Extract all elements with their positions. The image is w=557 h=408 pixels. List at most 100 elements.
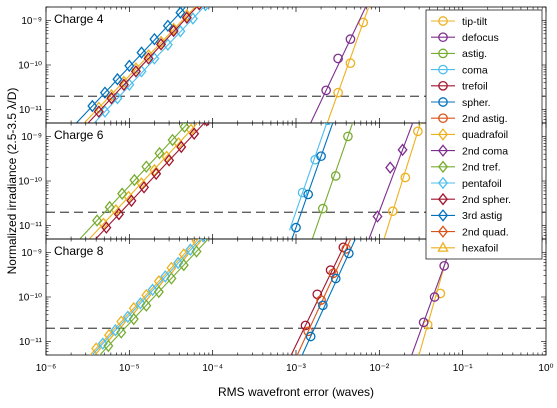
data-point-2nd-spher- — [181, 11, 192, 25]
data-point-quadrafoil — [149, 163, 160, 177]
legend-marker — [437, 160, 449, 174]
data-point-quadrafoil — [199, 111, 207, 122]
series-line-tip-tilt — [383, 123, 422, 239]
data-point-2nd-spher- — [118, 78, 129, 92]
legend-label: tip-tilt — [462, 16, 487, 28]
legend-entry: 2nd astig. — [431, 113, 508, 125]
legend-entry: 3rd astig — [431, 209, 502, 222]
data-point-coma — [297, 187, 308, 198]
series-line-defocus — [310, 7, 367, 123]
panel-data — [75, 7, 370, 123]
data-point-2nd-coma — [397, 143, 408, 157]
data-point-spher- — [316, 151, 326, 162]
x-tick-label: 10⁰ — [538, 363, 553, 374]
legend-entry: spher. — [431, 97, 491, 109]
series-line-2nd-tref- — [79, 123, 189, 239]
data-point-spher- — [318, 300, 328, 311]
legend-label: 2nd tref. — [462, 162, 501, 174]
legend-entry: quadrafoil — [431, 128, 508, 141]
data-point-3rd-astig — [124, 59, 135, 73]
axes-text: 10⁻⁹ 10⁻¹⁰ 10⁻¹¹ Charge 4 10⁻⁹ 10⁻¹⁰ 10⁻¹¹ Char… — [5, 12, 554, 399]
legend-label: coma — [462, 64, 488, 76]
data-point-3rd-astig — [162, 19, 173, 33]
data-point-2nd-tref- — [103, 339, 114, 353]
data-point-2nd-spher- — [93, 105, 104, 118]
legend-marker — [438, 16, 448, 26]
legend-label: 2nd quad. — [462, 226, 509, 238]
data-point-2nd-tref- — [116, 326, 127, 339]
data-point-spher- — [343, 248, 354, 259]
data-point-quadrafoil — [205, 222, 213, 233]
series-line-trefoil — [290, 239, 349, 355]
legend-marker — [437, 209, 449, 222]
data-point-2nd-tref- — [193, 108, 201, 119]
legend-entry: 2nd quad. — [431, 225, 509, 238]
data-point-2nd-tref- — [179, 123, 190, 134]
data-point-defocus — [439, 260, 450, 271]
data-point-3rd-astig — [87, 99, 98, 113]
legend-marker — [438, 48, 448, 59]
y-tick-label: 10⁻¹⁰ — [18, 177, 42, 188]
legend-entry: 2nd tref. — [431, 160, 501, 174]
data-point-2nd-spher- — [155, 38, 167, 51]
data-point-defocus — [321, 85, 331, 96]
data-point-2nd-spher- — [130, 65, 141, 78]
data-point-spher- — [291, 222, 301, 233]
data-point-tip-tilt — [413, 126, 423, 137]
y-tick-label: 10⁻¹¹ — [19, 221, 43, 232]
data-point-2nd-spher- — [126, 194, 137, 208]
data-point-pentafoil — [97, 337, 108, 350]
data-point-2nd-spher- — [196, 7, 203, 11]
legend-marker — [438, 97, 448, 107]
series-line-tip-tilt — [326, 7, 370, 123]
legend-marker — [438, 80, 448, 91]
data-point-2nd-tref- — [178, 258, 189, 272]
y-tick-label: 10⁻⁹ — [21, 16, 42, 27]
data-point-pentafoil — [185, 243, 196, 257]
data-point-2nd-astig- — [328, 268, 339, 279]
data-point-2nd-tref- — [153, 285, 164, 299]
data-point-tip-tilt — [358, 17, 369, 28]
y-tick-label: 10⁻⁹ — [21, 132, 42, 143]
data-point-pentafoil — [135, 297, 146, 310]
panel-title: Charge 4 — [54, 12, 104, 26]
data-point-2nd-spher- — [176, 140, 187, 154]
panel-title: Charge 6 — [54, 128, 104, 142]
data-point-spher- — [305, 331, 316, 342]
y-tick-label: 10⁻⁹ — [21, 248, 42, 259]
data-point-astig- — [330, 171, 341, 181]
legend-label: 2nd spher. — [462, 194, 511, 206]
series-line-pentafoil — [93, 7, 205, 123]
data-point-pentafoil — [110, 323, 121, 337]
data-point-2nd-tref- — [117, 187, 128, 200]
data-point-tip-tilt — [345, 58, 356, 69]
data-point-2nd-tref- — [129, 173, 140, 187]
legend-label: astig. — [462, 48, 487, 60]
legend-label: quadrafoil — [462, 129, 508, 141]
data-point-2nd-spher- — [101, 221, 112, 234]
data-point-3rd-astig — [112, 72, 123, 86]
x-tick-label: 10⁻³ — [286, 363, 306, 374]
legend-marker — [437, 128, 449, 141]
y-tick-label: 10⁻¹¹ — [19, 337, 43, 348]
data-point-2nd-tref- — [167, 133, 178, 147]
data-point-2nd-spher- — [164, 154, 175, 167]
data-point-2nd-tref- — [154, 146, 165, 160]
data-point-defocus — [345, 34, 356, 45]
data-point-2nd-spher- — [189, 127, 200, 141]
x-tick-label: 10⁻¹ — [453, 363, 473, 374]
data-point-2nd-spher- — [151, 167, 162, 181]
data-point-pentafoil — [175, 25, 186, 38]
data-point-defocus — [333, 53, 343, 64]
data-point-2nd-spher- — [106, 91, 117, 105]
data-point-3rd-astig — [175, 7, 186, 19]
panel-2 — [45, 108, 547, 240]
series-line-spher- — [291, 123, 334, 239]
legend-entry: astig. — [431, 48, 487, 60]
x-tick-label: 10⁻² — [369, 363, 389, 374]
data-point-defocus — [429, 292, 440, 302]
y-tick-label: 10⁻¹⁰ — [18, 61, 42, 72]
data-point-2nd-tref- — [104, 200, 115, 214]
legend-marker — [438, 113, 448, 124]
